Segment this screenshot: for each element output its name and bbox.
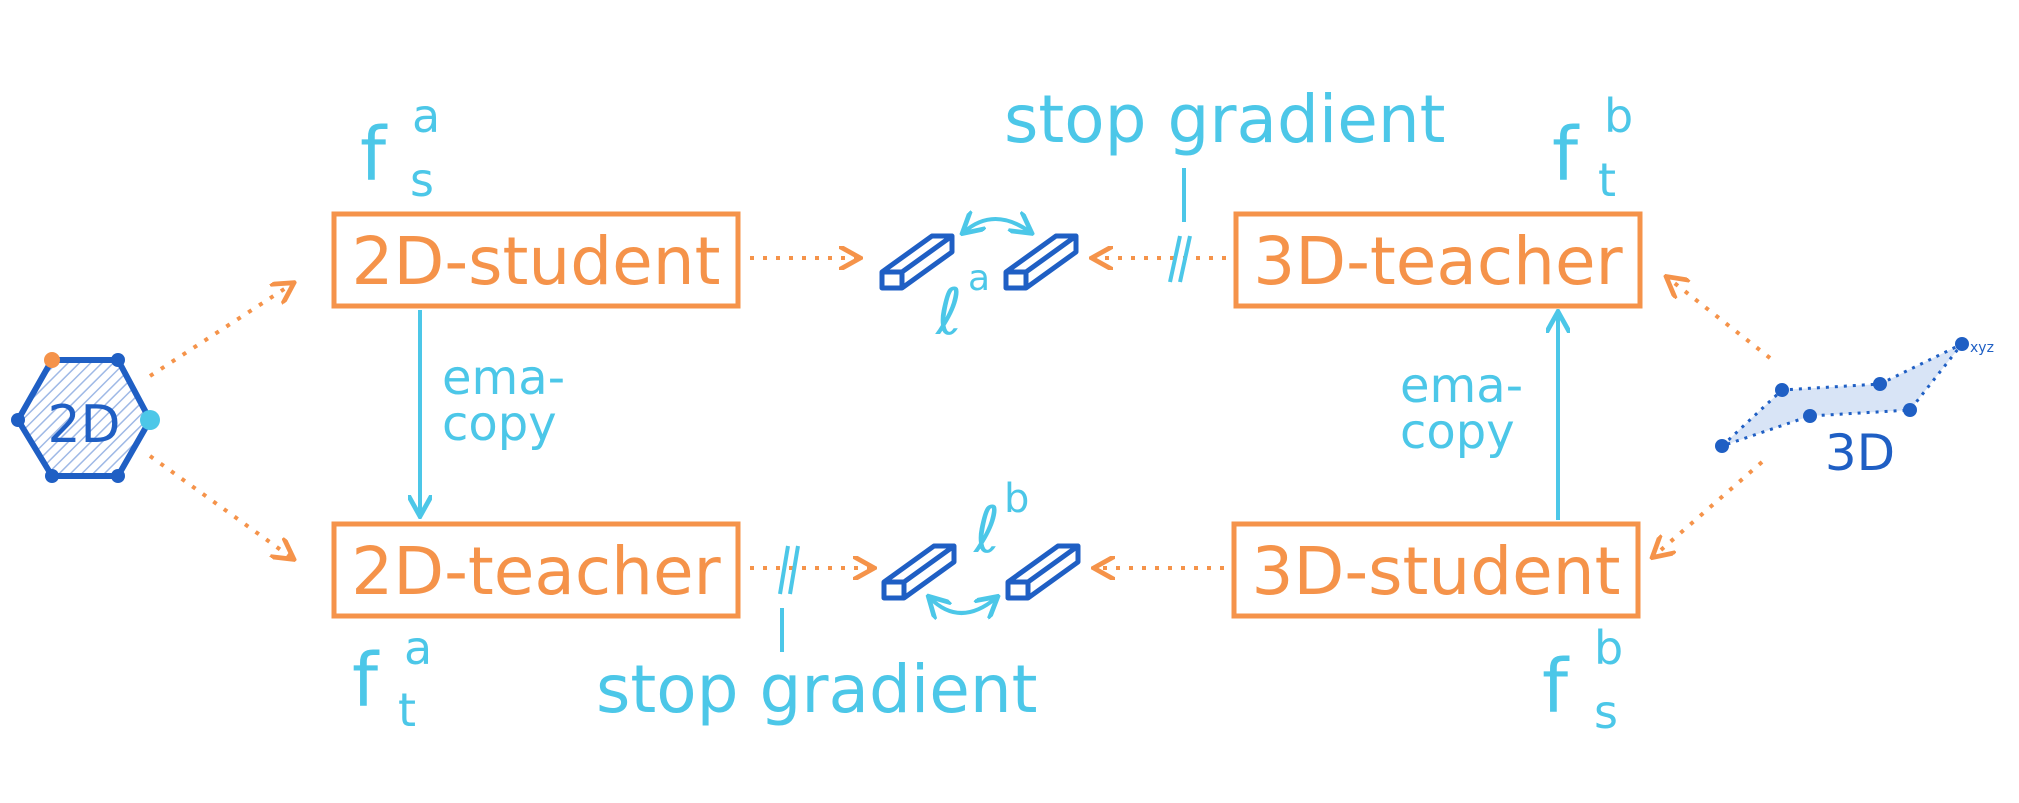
feature-sub: t (398, 683, 416, 737)
box-3d-student: 3D-student (1234, 524, 1638, 616)
stop-gradient-mark-bottom (780, 546, 798, 652)
feature-base: f (360, 112, 388, 198)
ema-right-line2: copy (1400, 404, 1515, 460)
atom-node (44, 352, 60, 368)
input-3d-axis-label: xyz (1970, 340, 1994, 356)
box-2d-teacher: 2D-teacher (334, 524, 738, 616)
feature-bar-bottom-right (1008, 546, 1078, 598)
input-3d-pointcloud: xyz 3D (1715, 337, 1994, 482)
box-2d-teacher-label: 2D-teacher (351, 533, 721, 610)
atom-node (11, 413, 25, 427)
stop-gradient-bottom-label: stop gradient (596, 651, 1038, 728)
input-2d-label: 2D (47, 395, 120, 455)
point-node (1873, 377, 1887, 391)
loss-top-symbol: ℓ (935, 276, 962, 350)
feature-label-fsa: f a s (360, 89, 440, 207)
feature-sup: b (1604, 89, 1633, 143)
input-3d-label: 3D (1825, 424, 1895, 482)
point-node (1803, 409, 1817, 423)
box-2d-student: 2D-student (334, 214, 738, 306)
feature-sub: s (410, 153, 434, 207)
feature-bar-bottom-left (884, 546, 954, 598)
feature-label-ftb: f b t (1552, 89, 1633, 207)
box-3d-teacher: 3D-teacher (1236, 214, 1640, 306)
atom-node (45, 469, 59, 483)
loss-arrow-bottom (930, 598, 996, 613)
feature-label-fta: f a t (352, 621, 432, 737)
feature-sub: s (1594, 685, 1618, 739)
feature-sup: b (1594, 621, 1623, 675)
feature-sub: t (1598, 153, 1616, 207)
ema-left-line2: copy (442, 396, 557, 452)
point-node (1715, 439, 1729, 453)
feature-bar-icon (884, 546, 954, 598)
atom-node (140, 410, 160, 430)
point-node (1955, 337, 1969, 351)
loss-top-sup: a (968, 258, 990, 299)
feature-bar-icon (1006, 236, 1076, 288)
input-arrow-2d-to-student (150, 284, 292, 376)
loss-arrow-top (964, 219, 1030, 232)
feature-base: f (1552, 112, 1580, 198)
input-arrow-2d-to-teacher (150, 456, 292, 558)
feature-base: f (1542, 644, 1570, 730)
atom-node (111, 469, 125, 483)
input-2d-molecule: 2D (11, 352, 160, 483)
box-3d-student-label: 3D-student (1252, 533, 1621, 610)
point-node (1775, 383, 1789, 397)
input-arrow-3d-to-teacher (1668, 278, 1770, 358)
stop-gradient-mark-top (1170, 168, 1190, 282)
feature-sup: a (412, 89, 440, 143)
loss-bottom-sup: b (1004, 476, 1029, 522)
atom-node (111, 353, 125, 367)
point-node (1903, 403, 1917, 417)
feature-sup: a (404, 621, 432, 675)
feature-bar-icon (1008, 546, 1078, 598)
loss-bottom-symbol: ℓ (973, 494, 1000, 568)
feature-base: f (352, 638, 380, 724)
box-2d-student-label: 2D-student (352, 223, 721, 300)
box-3d-teacher-label: 3D-teacher (1253, 223, 1623, 300)
feature-label-fsb: f b s (1542, 621, 1623, 739)
input-arrow-3d-to-student (1654, 462, 1762, 556)
stop-gradient-top-label: stop gradient (1004, 81, 1446, 158)
feature-bar-top-right (1006, 236, 1076, 288)
